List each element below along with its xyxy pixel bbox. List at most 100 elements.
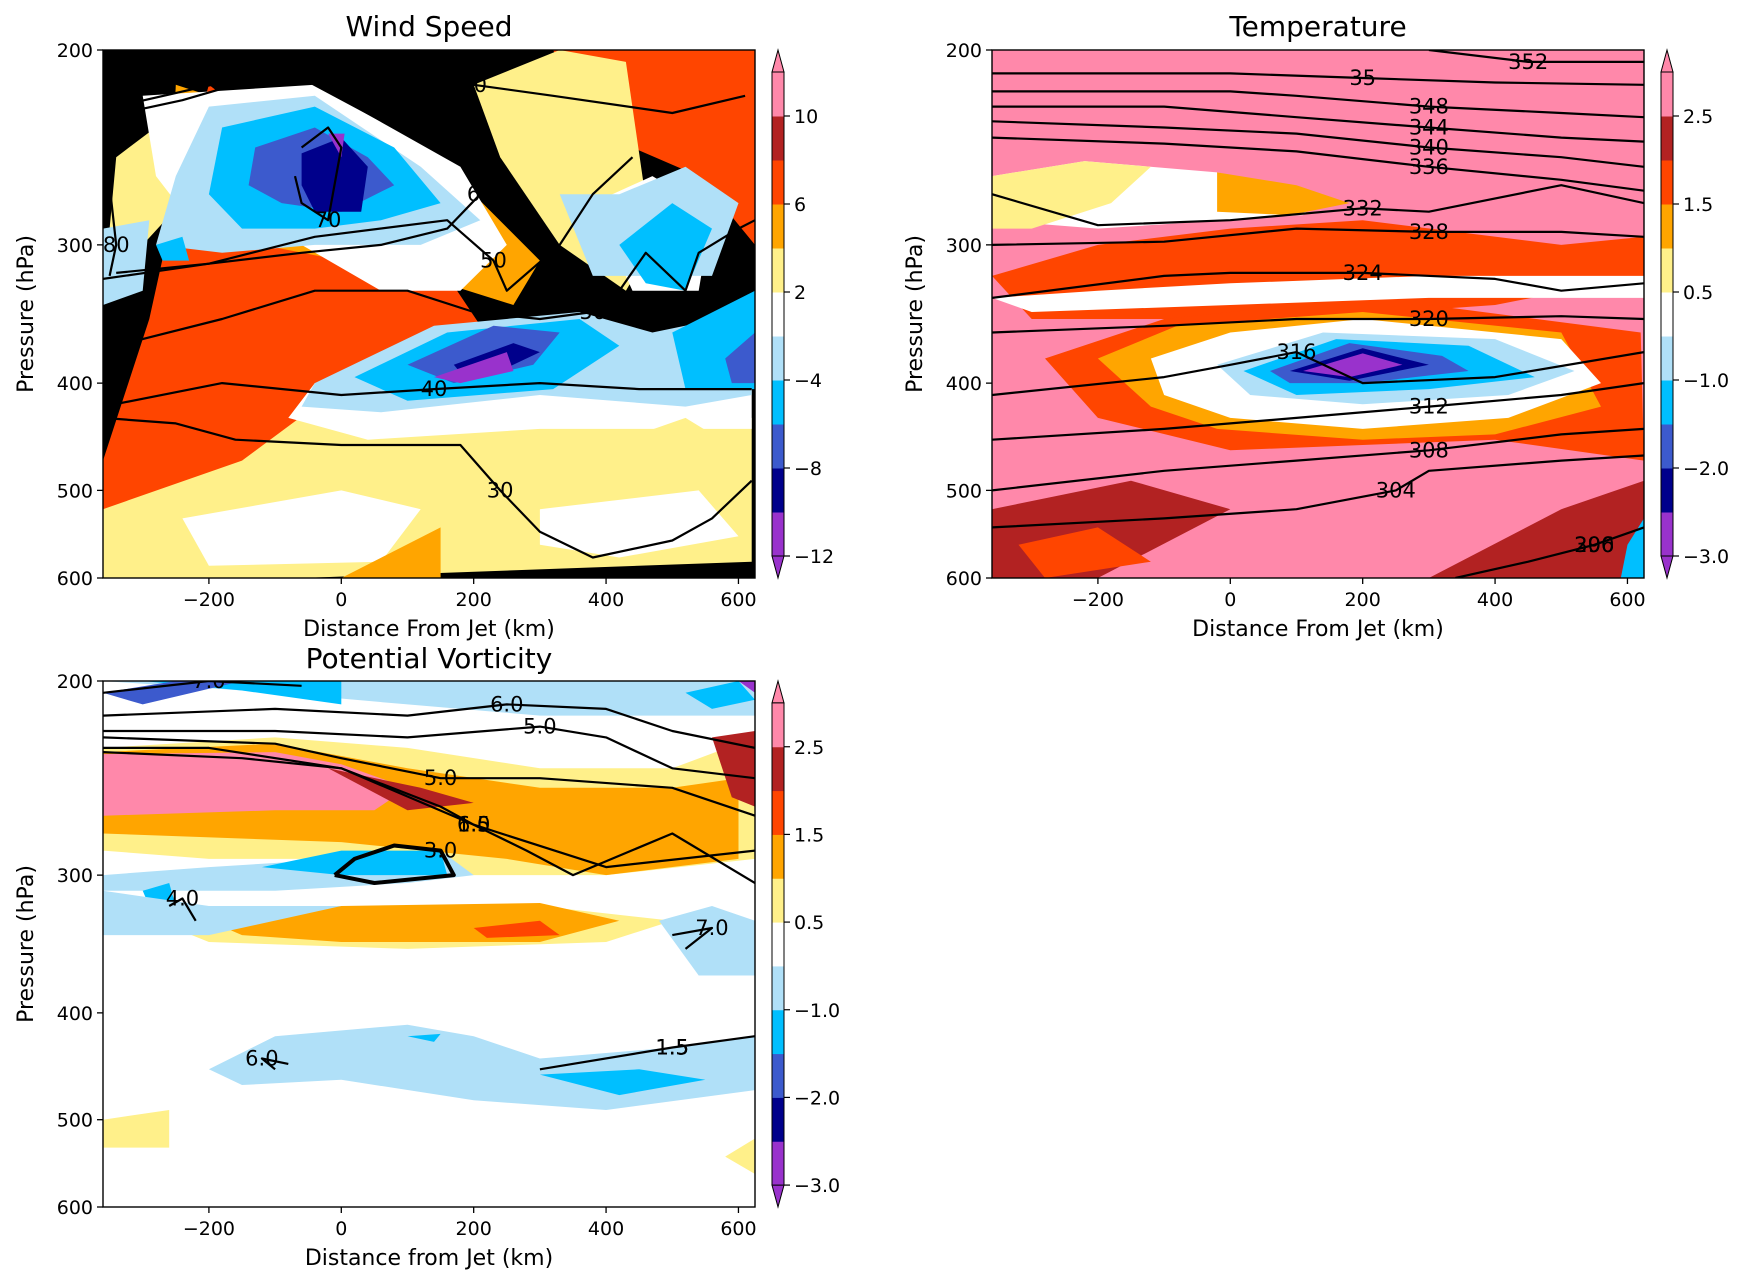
- y-tick-label: 200: [946, 40, 982, 62]
- filled-region: [103, 890, 342, 936]
- filled-region: [992, 161, 1151, 229]
- colorbar-band: [1661, 204, 1673, 249]
- colorbar-tick-label: −2.0: [794, 1087, 840, 1109]
- contour-label: 6.0: [490, 692, 523, 716]
- filled-region: [725, 332, 755, 384]
- colorbar-band: [772, 878, 784, 923]
- filled-region: [1620, 518, 1644, 578]
- x-axis-label: Distance From Jet (km): [1192, 617, 1444, 642]
- filled-region: [1018, 527, 1151, 578]
- filled-region: [725, 1138, 755, 1174]
- colorbar-band: [1661, 336, 1673, 381]
- contour-label: 332: [1343, 196, 1383, 220]
- contour-label: 340: [1409, 136, 1449, 160]
- colorbar-band: [772, 116, 784, 161]
- colorbar-band: [1661, 424, 1673, 469]
- colorbar-extend-max: [771, 48, 785, 73]
- plot-frame: [102, 49, 756, 579]
- x-axis-label: Distance From Jet (km): [303, 617, 555, 642]
- contour-label: 320: [1409, 307, 1449, 331]
- colorbar-band: [772, 292, 784, 337]
- colorbar-extend-max: [771, 679, 785, 704]
- x-tick-label: 400: [1477, 589, 1513, 611]
- x-axis-label: Distance from Jet (km): [305, 1246, 553, 1271]
- contour-line: [103, 50, 302, 80]
- y-tick-label: 200: [57, 40, 93, 62]
- chart-title: Wind Speed: [345, 10, 512, 43]
- contour-line: [992, 184, 1644, 227]
- contour-line: [116, 156, 634, 292]
- colorbar-tick-label: −3.0: [1683, 546, 1729, 568]
- filled-region: [712, 731, 755, 807]
- contour-label: 7.0: [192, 669, 225, 693]
- contour-label: 1.5: [457, 813, 490, 837]
- filled-region: [407, 1033, 441, 1042]
- colorbar-band: [772, 468, 784, 513]
- filled-region: [142, 681, 342, 705]
- y-tick-label: 500: [57, 480, 93, 502]
- contour-line: [103, 746, 755, 869]
- colorbar-tick-label: −4: [794, 370, 822, 392]
- contour-label: 324: [1343, 261, 1383, 285]
- colorbar-band: [772, 746, 784, 792]
- filled-region: [1428, 480, 1644, 578]
- colorbar-band: [772, 1053, 784, 1098]
- contour-line: [672, 926, 714, 950]
- colorbar-tick-label: 0.5: [1683, 282, 1713, 304]
- contour-line: [992, 72, 1644, 86]
- contour-line: [992, 454, 1644, 529]
- filled-region: [103, 1110, 170, 1148]
- colorbar-band: [772, 834, 784, 879]
- filled-region: [182, 490, 421, 566]
- y-tick-label: 300: [946, 235, 982, 257]
- contour-line: [103, 76, 482, 280]
- filled-region: [738, 681, 755, 693]
- contour-label: 50: [196, 50, 223, 74]
- x-tick-label: 600: [720, 1218, 756, 1240]
- contour-line: [992, 120, 1644, 168]
- colorbar-extend-min: [771, 1184, 785, 1209]
- contour-label: 328: [1409, 220, 1449, 244]
- filled-region: [156, 236, 190, 261]
- colorbar-band: [772, 160, 784, 205]
- colorbar-tick-label: 2.5: [1683, 106, 1713, 128]
- filled-region: [103, 681, 242, 705]
- contour-label: 296: [1574, 533, 1614, 557]
- plot-frame: [991, 49, 1645, 579]
- filled-region: [1217, 172, 1350, 216]
- contour-line: [992, 105, 1644, 143]
- colorbar-extend-max: [1660, 48, 1674, 73]
- contour-line: [1455, 526, 1644, 578]
- colorbar-band: [1661, 468, 1673, 513]
- colorbar-band: [1661, 380, 1673, 425]
- filled-region: [992, 275, 1644, 312]
- wind-speed-panel: 50 60 80 70 60 50 50 40 30 −200 0 200 400 600 200 300 40…: [14, 10, 834, 642]
- contour-line: [992, 351, 1644, 397]
- contour-label: 1.5: [656, 1035, 689, 1059]
- colorbar-tick-label: 10: [794, 106, 818, 128]
- colorbar-tick-label: −3.0: [794, 1175, 840, 1197]
- filled-region: [434, 352, 514, 384]
- x-tick-label: 200: [456, 589, 492, 611]
- colorbar-band: [1661, 160, 1673, 205]
- x-tick-label: 0: [335, 1218, 347, 1240]
- contour-label: 344: [1409, 116, 1449, 140]
- y-tick-label: 300: [57, 865, 93, 887]
- y-tick-label: 400: [57, 1003, 93, 1025]
- y-tick-label: 500: [57, 1110, 93, 1132]
- filled-region: [1303, 353, 1403, 378]
- filled-region: [103, 220, 150, 305]
- colorbar-band: [772, 1141, 784, 1186]
- colorbar-band: [772, 790, 784, 835]
- filled-region: [592, 417, 739, 471]
- contour-line: [333, 843, 456, 885]
- contour-label: 3.0: [424, 839, 457, 863]
- colorbar-band: [772, 702, 784, 748]
- y-axis-label: Pressure (hPa): [903, 235, 928, 393]
- filled-region: [341, 527, 441, 578]
- plot-area: 7.06.05.05.06.03.04.07.06.01.51.51.51.5: [103, 669, 755, 1207]
- contour-line: [1428, 50, 1644, 63]
- colorbar-tick-label: −12: [794, 546, 834, 568]
- colorbar-tick-label: −2.0: [1683, 458, 1729, 480]
